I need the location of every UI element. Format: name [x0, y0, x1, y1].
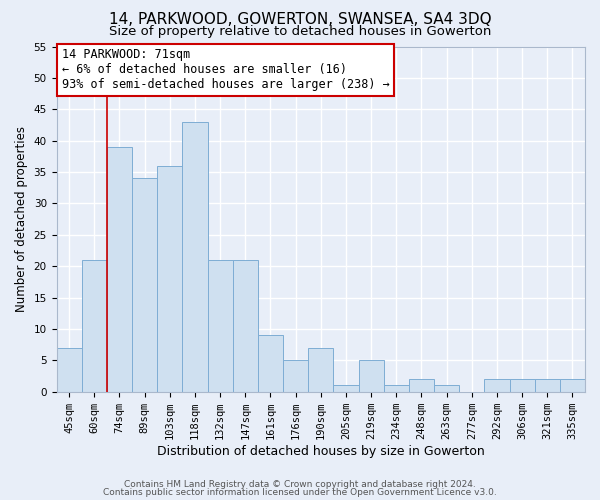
Bar [383, 386, 409, 392]
Bar [334, 386, 359, 392]
Text: Contains public sector information licensed under the Open Government Licence v3: Contains public sector information licen… [103, 488, 497, 497]
Text: 14 PARKWOOD: 71sqm
← 6% of detached houses are smaller (16)
93% of semi-detached: 14 PARKWOOD: 71sqm ← 6% of detached hous… [62, 48, 389, 91]
Text: 14, PARKWOOD, GOWERTON, SWANSEA, SA4 3DQ: 14, PARKWOOD, GOWERTON, SWANSEA, SA4 3DQ [109, 12, 491, 28]
Bar [182, 122, 208, 392]
Bar [82, 260, 107, 392]
X-axis label: Distribution of detached houses by size in Gowerton: Distribution of detached houses by size … [157, 444, 485, 458]
Text: Contains HM Land Registry data © Crown copyright and database right 2024.: Contains HM Land Registry data © Crown c… [124, 480, 476, 489]
Bar [535, 379, 560, 392]
Bar [434, 386, 459, 392]
Bar [484, 379, 509, 392]
Bar [107, 147, 132, 392]
Bar [208, 260, 233, 392]
Bar [509, 379, 535, 392]
Bar [233, 260, 258, 392]
Bar [359, 360, 383, 392]
Bar [258, 335, 283, 392]
Bar [409, 379, 434, 392]
Y-axis label: Number of detached properties: Number of detached properties [15, 126, 28, 312]
Bar [157, 166, 182, 392]
Bar [283, 360, 308, 392]
Bar [132, 178, 157, 392]
Bar [560, 379, 585, 392]
Text: Size of property relative to detached houses in Gowerton: Size of property relative to detached ho… [109, 25, 491, 38]
Bar [56, 348, 82, 392]
Bar [308, 348, 334, 392]
